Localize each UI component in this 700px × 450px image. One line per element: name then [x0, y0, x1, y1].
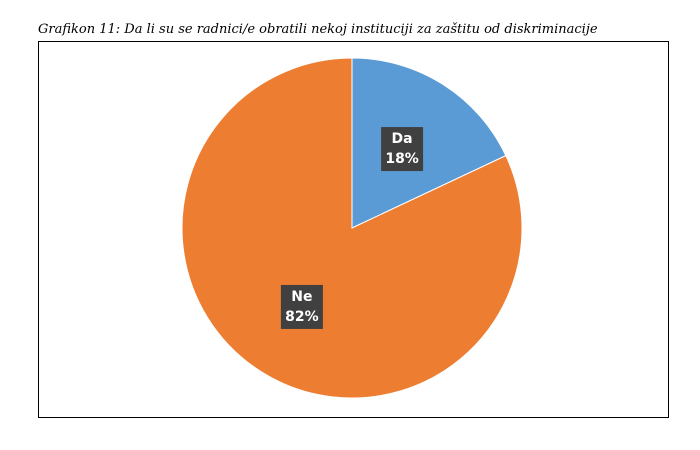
value-label: 82%: [285, 309, 319, 325]
data-label-box: [381, 127, 424, 172]
pie-slice: [351, 57, 507, 229]
category-label: Ne: [291, 289, 312, 305]
chart-title: Grafikon 11: Da li su se radnici/e obrat…: [38, 22, 598, 37]
pie-slice: [181, 57, 523, 399]
data-label: Ne 82%: [280, 284, 323, 329]
data-label-box: [280, 284, 323, 329]
data-label: Da 18%: [381, 127, 424, 172]
value-label: 18%: [385, 151, 419, 167]
category-label: Da: [392, 131, 413, 147]
